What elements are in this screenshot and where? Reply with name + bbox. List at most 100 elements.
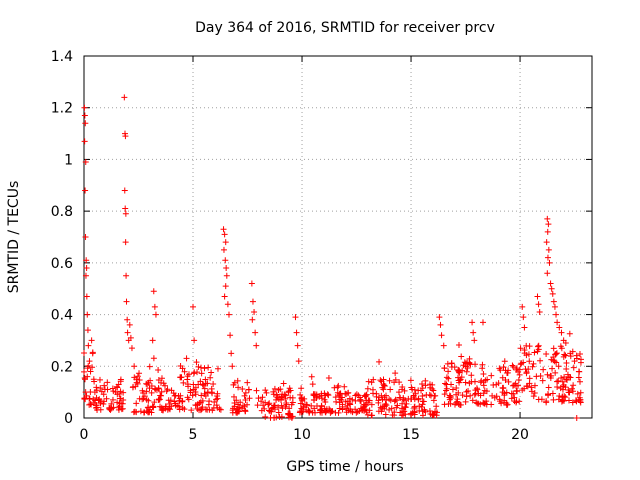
data-point [501,392,508,399]
data-point [459,392,466,399]
data-point [430,387,437,394]
data-point [513,365,520,372]
data-point [171,398,178,405]
data-point [217,406,224,413]
data-point [220,246,227,253]
data-point [429,411,436,418]
data-point [83,265,90,272]
data-point [449,386,456,393]
data-point [282,395,289,402]
data-point [511,398,518,405]
data-point [556,324,563,331]
data-point [577,356,584,363]
data-point [286,405,293,412]
data-point [117,376,124,383]
data-point [279,405,286,412]
data-point [82,120,89,127]
data-point [531,389,538,396]
data-point [502,367,509,374]
data-point [474,400,481,407]
data-point [208,369,215,376]
data-point [445,368,452,375]
data-point [299,408,306,415]
data-point [523,342,530,349]
data-point [294,342,301,349]
data-point [150,403,157,410]
data-point [510,390,517,397]
data-point [563,365,570,372]
data-point [518,360,525,367]
data-point [525,351,532,358]
data-point [407,377,414,384]
data-point [139,396,146,403]
data-point [179,398,186,405]
data-point [265,401,272,408]
data-point [550,357,557,364]
data-point [376,358,383,365]
data-point [140,395,147,402]
data-point [366,397,373,404]
data-point [451,364,458,371]
data-point [521,385,528,392]
data-point [223,265,230,272]
data-point [363,409,370,416]
data-point [82,389,89,396]
data-point [202,376,209,383]
data-point [308,402,315,409]
data-point [551,358,558,365]
data-point [81,112,88,119]
data-point [255,395,262,402]
data-point [258,407,265,414]
data-point [200,382,207,389]
data-point [82,272,89,279]
y-tick-label: 0.8 [51,204,73,220]
data-point [353,409,360,416]
data-point [167,397,174,404]
data-point [520,314,527,321]
data-point [366,407,373,414]
data-point [285,389,292,396]
data-point [422,382,429,389]
x-tick-label: 15 [402,427,420,443]
data-point [201,385,208,392]
data-point [314,402,321,409]
data-point [467,392,474,399]
data-point [544,270,551,277]
data-point [386,406,393,413]
data-point [469,319,476,326]
data-point [81,368,88,375]
data-point [470,329,477,336]
data-point [483,398,490,405]
data-point [533,373,540,380]
data-point [82,234,89,240]
data-point [341,383,348,390]
data-point [454,396,461,403]
data-point [395,389,402,396]
data-point [322,408,329,415]
data-point [544,392,551,399]
data-point [242,389,249,396]
data-point [447,393,454,400]
data-point [214,390,221,397]
data-point [570,382,577,389]
data-point [360,401,367,408]
data-point [544,228,551,235]
data-point [498,400,505,407]
data-point [534,343,541,350]
data-point [91,389,98,396]
data-point [396,379,403,386]
data-point [515,368,522,375]
data-point [368,412,375,419]
data-point [96,376,103,383]
x-tick-label: 10 [293,427,311,443]
data-point [339,401,346,408]
data-point [221,293,228,300]
data-point [458,353,465,360]
data-point [159,407,166,414]
data-point [551,303,558,310]
data-point [554,378,561,385]
y-tick-label: 0.6 [51,256,73,272]
data-point [455,342,462,349]
y-axis-label: SRMTID / TECUs [6,181,22,294]
data-point [561,351,568,358]
